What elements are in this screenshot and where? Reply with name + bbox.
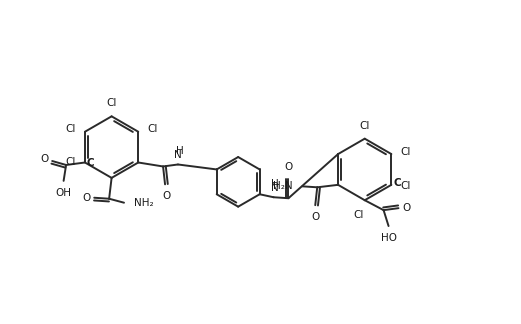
Text: Cl: Cl: [147, 124, 157, 134]
Text: O: O: [284, 162, 293, 172]
Text: O: O: [402, 203, 411, 213]
Text: HO: HO: [380, 233, 396, 243]
Text: Cl: Cl: [106, 98, 117, 109]
Text: OH: OH: [56, 188, 71, 198]
Text: Cl: Cl: [400, 181, 411, 191]
Text: Cl: Cl: [359, 121, 370, 131]
Text: Cl: Cl: [66, 157, 76, 168]
Text: O: O: [82, 193, 90, 203]
Text: Cl: Cl: [400, 146, 411, 156]
Text: NH₂: NH₂: [134, 198, 154, 208]
Text: H: H: [176, 146, 183, 156]
Text: N: N: [271, 183, 279, 193]
Text: O: O: [40, 154, 48, 164]
Text: C: C: [87, 158, 95, 168]
Text: O: O: [162, 191, 170, 201]
Text: Cl: Cl: [66, 124, 76, 134]
Text: O: O: [311, 212, 319, 222]
Text: C: C: [393, 178, 401, 188]
Text: H₂N: H₂N: [273, 181, 292, 191]
Text: H: H: [271, 179, 279, 189]
Text: Cl: Cl: [354, 210, 364, 220]
Text: N: N: [174, 150, 182, 160]
